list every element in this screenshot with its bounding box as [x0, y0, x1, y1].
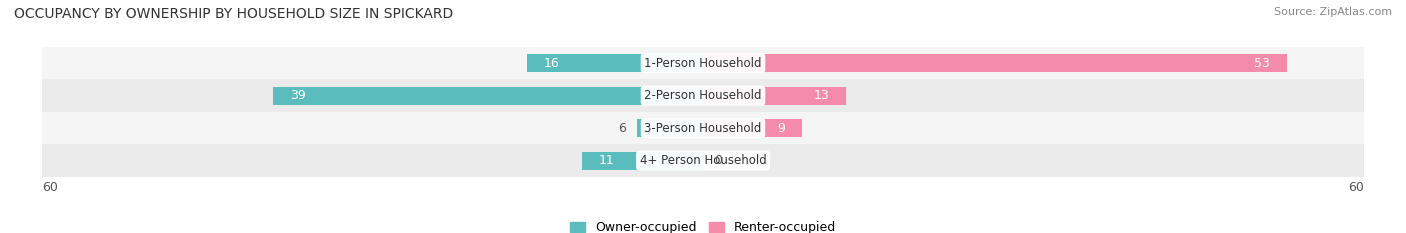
Bar [42, 112, 1364, 144]
Text: 60: 60 [1348, 181, 1364, 194]
Text: 6: 6 [619, 122, 626, 135]
Bar [703, 54, 1286, 72]
Text: Source: ZipAtlas.com: Source: ZipAtlas.com [1274, 7, 1392, 17]
Bar [42, 47, 1364, 79]
Text: 9: 9 [778, 122, 786, 135]
Text: 16: 16 [543, 57, 560, 70]
Bar [703, 119, 801, 137]
Text: 2-Person Household: 2-Person Household [644, 89, 762, 102]
Text: 60: 60 [42, 181, 58, 194]
Text: 1-Person Household: 1-Person Household [644, 57, 762, 70]
Bar [703, 87, 846, 105]
Bar [273, 87, 703, 105]
Bar [42, 79, 1364, 112]
Text: 4+ Person Household: 4+ Person Household [640, 154, 766, 167]
Text: 0: 0 [714, 154, 723, 167]
Text: 3-Person Household: 3-Person Household [644, 122, 762, 135]
Bar [42, 144, 1364, 177]
Text: 53: 53 [1254, 57, 1270, 70]
Legend: Owner-occupied, Renter-occupied: Owner-occupied, Renter-occupied [569, 221, 837, 233]
Text: 39: 39 [290, 89, 305, 102]
Bar [582, 152, 703, 170]
Text: OCCUPANCY BY OWNERSHIP BY HOUSEHOLD SIZE IN SPICKARD: OCCUPANCY BY OWNERSHIP BY HOUSEHOLD SIZE… [14, 7, 453, 21]
Bar [527, 54, 703, 72]
Text: 11: 11 [599, 154, 614, 167]
Text: 13: 13 [814, 89, 830, 102]
Bar [637, 119, 703, 137]
